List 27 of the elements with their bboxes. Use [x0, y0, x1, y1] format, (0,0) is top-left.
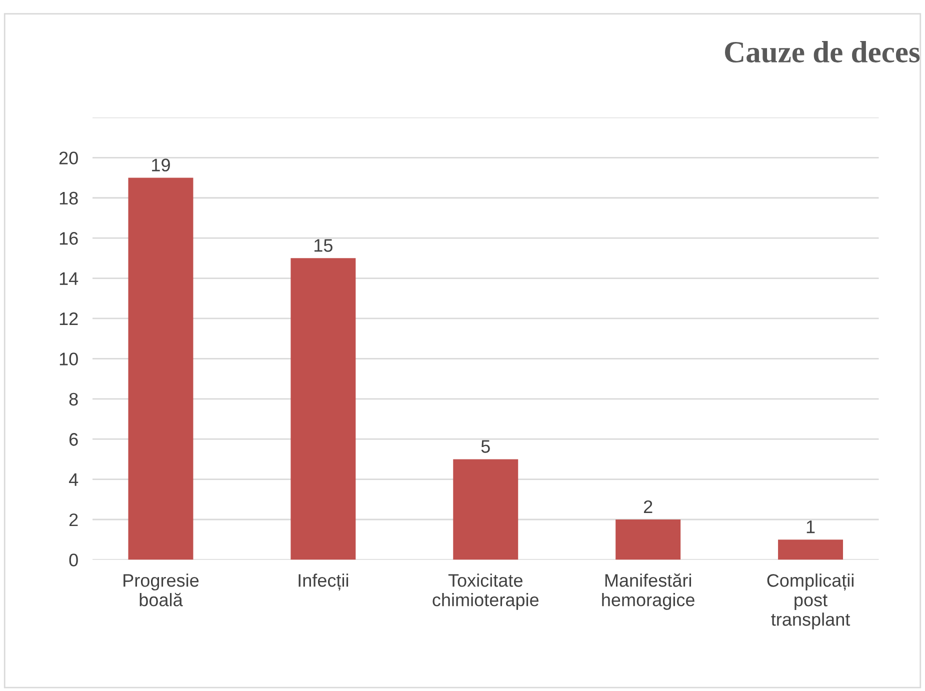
y-tick-label: 14 — [60, 272, 78, 285]
x-tick-label: Infecții — [298, 574, 348, 591]
y-tick-label: 10 — [60, 352, 78, 366]
data-label: 2 — [644, 500, 652, 513]
bar — [128, 178, 194, 560]
bar — [453, 459, 518, 560]
y-tick-label: 12 — [60, 312, 78, 326]
x-tick-label: Progresie boală — [124, 574, 199, 606]
x-tick-label: Manifestări hemoragice — [602, 573, 694, 610]
y-tick-label: 8 — [69, 392, 78, 406]
data-label: 5 — [481, 440, 490, 453]
chart-title: Cauze de deces — [724, 40, 920, 63]
y-tick-label: 20 — [59, 152, 78, 164]
bar — [616, 520, 681, 560]
y-tick-label: 6 — [69, 433, 78, 446]
y-tick-label: 16 — [60, 232, 78, 245]
data-label: 15 — [314, 239, 332, 252]
data-label: 1 — [806, 520, 815, 534]
data-label: 19 — [152, 158, 170, 172]
y-tick-label: 2 — [69, 513, 78, 526]
y-tick-label: 4 — [68, 473, 78, 486]
y-tick-label: 0 — [69, 554, 78, 566]
bar — [290, 258, 356, 560]
x-tick-label: Complicații post transplant — [767, 574, 854, 630]
y-tick-label: 18 — [60, 192, 78, 205]
x-tick-label: Toxicitate chimioterapie — [432, 574, 539, 610]
bar — [778, 540, 844, 560]
